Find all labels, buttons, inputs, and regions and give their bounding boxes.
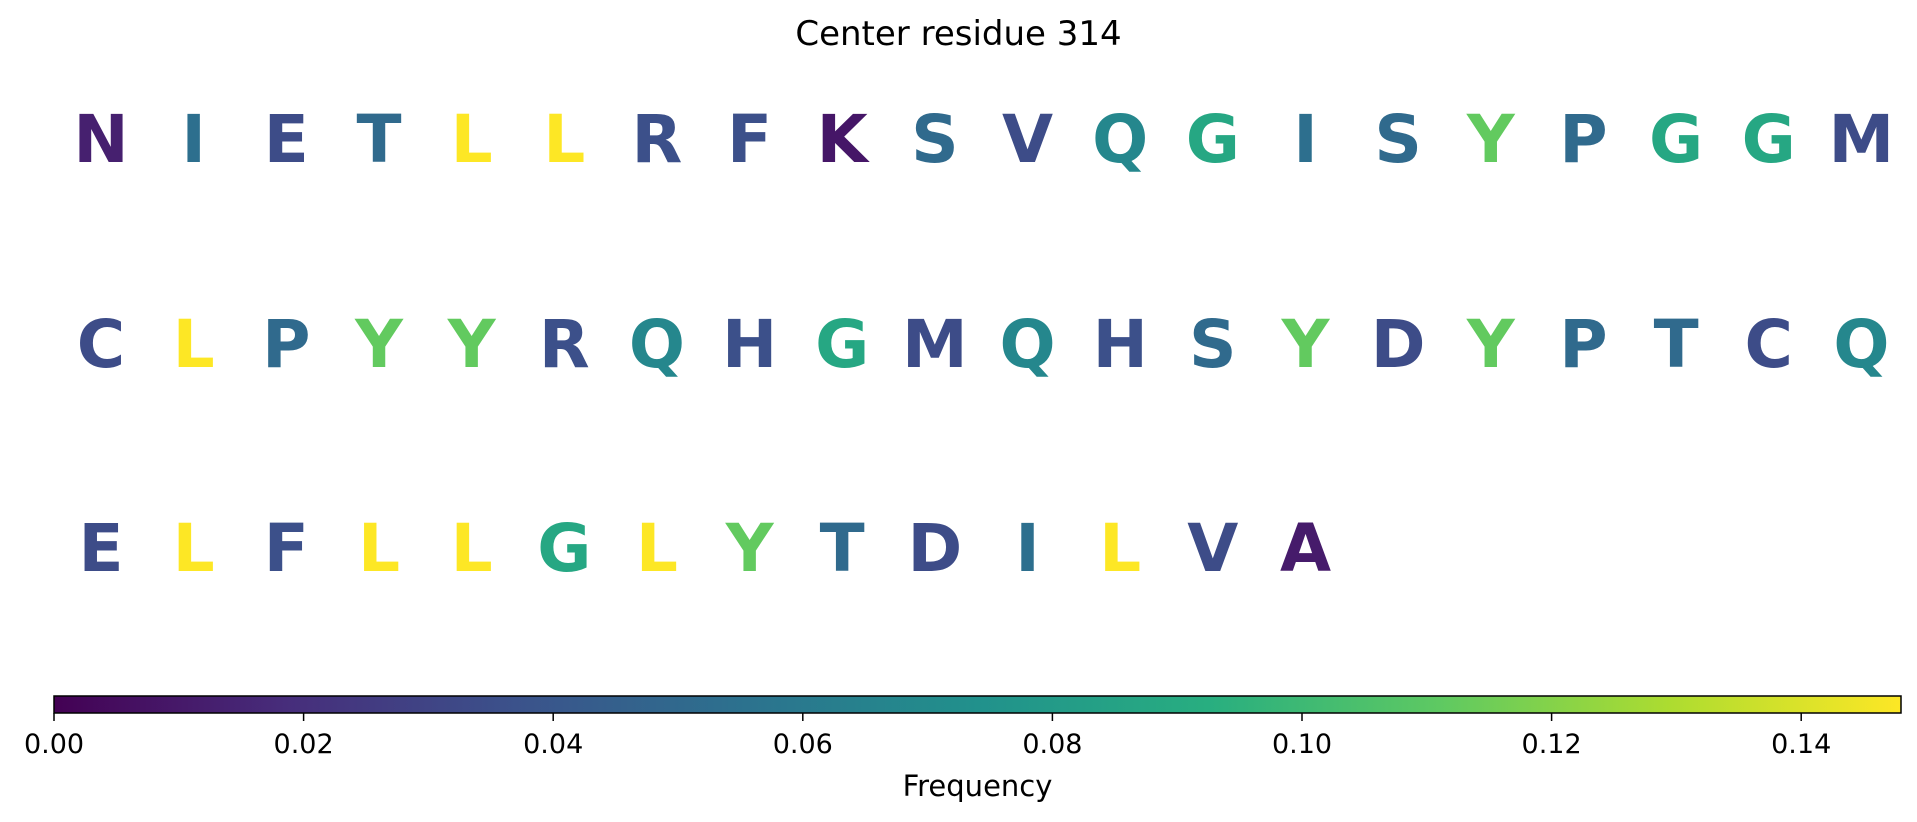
residue-letter: L	[173, 510, 215, 587]
residue-letter: I	[181, 101, 206, 178]
residue-letter: I	[1293, 101, 1318, 178]
residue-letter: Y	[1466, 306, 1516, 383]
residue-letter: Y	[1281, 306, 1331, 383]
residue-letter: G	[1186, 101, 1240, 178]
residue-letter: T	[356, 101, 401, 178]
colorbar-frame	[53, 695, 1902, 714]
colorbar: 0.00 0.02 0.04 0.06 0.08 0.10 0.12 0.14 Frequen…	[24, 695, 1902, 803]
residue-letter: V	[1187, 510, 1238, 587]
residue-letter: L	[451, 101, 493, 178]
residue-letter: L	[636, 510, 678, 587]
colorbar-tick-label: 0.08	[1022, 729, 1082, 760]
residue-letter: D	[908, 510, 963, 587]
residue-letter: H	[1093, 306, 1148, 383]
residue-letter: N	[73, 101, 128, 178]
colorbar-ticks: 0.00 0.02 0.04 0.06 0.08 0.10 0.12 0.14	[24, 713, 1831, 760]
residue-letter: S	[1189, 306, 1237, 383]
residue-letter: V	[1002, 101, 1053, 178]
residue-letter: P	[262, 306, 310, 383]
residue-letter: Y	[447, 306, 497, 383]
residue-letter: T	[1654, 306, 1699, 383]
residue-letter: C	[77, 306, 125, 383]
colorbar-tick-label: 0.14	[1771, 729, 1831, 760]
colorbar-tick-label: 0.12	[1522, 729, 1582, 760]
residue-letter: S	[1374, 101, 1422, 178]
residue-letter: D	[1371, 306, 1426, 383]
residue-letter: S	[911, 101, 959, 178]
colorbar-tick-label: 0.04	[523, 729, 583, 760]
residue-letter: H	[722, 306, 777, 383]
colorbar-tick-label: 0.02	[274, 729, 334, 760]
residue-letter: F	[264, 510, 309, 587]
residue-grid: N I E T L L R F K S V Q G I S Y P G G MC L P Y Y R Q H G M Q H S Y D Y P T C Q…	[73, 101, 1894, 587]
residue-letter: G	[1649, 101, 1703, 178]
colorbar-gradient	[54, 696, 1901, 713]
residue-letter: Q	[629, 306, 685, 383]
colorbar-tick-label: 0.00	[24, 729, 84, 760]
residue-letter: R	[539, 306, 590, 383]
residue-letter: P	[1559, 306, 1607, 383]
residue-letter: K	[817, 101, 871, 178]
residue-letter: E	[264, 101, 309, 178]
residue-letter: G	[1742, 101, 1796, 178]
residue-letter: L	[1099, 510, 1141, 587]
residue-letter: Q	[1092, 101, 1148, 178]
residue-letter: Y	[1466, 101, 1516, 178]
residue-letter: L	[173, 306, 215, 383]
residue-letter: Y	[354, 306, 404, 383]
residue-letter: M	[1829, 101, 1895, 178]
residue-letter: G	[537, 510, 591, 587]
residue-letter: L	[451, 510, 493, 587]
residue-letter: E	[78, 510, 123, 587]
colorbar-tick-label: 0.10	[1272, 729, 1332, 760]
chart-title: Center residue 314	[795, 14, 1122, 54]
residue-letter: I	[1015, 510, 1040, 587]
residue-letter: Q	[1833, 306, 1889, 383]
residue-letter: R	[631, 101, 682, 178]
residue-letter: Y	[725, 510, 775, 587]
residue-letter: A	[1280, 510, 1331, 587]
residue-letter: G	[815, 306, 869, 383]
colorbar-label: Frequency	[903, 769, 1053, 803]
residue-letter: P	[1559, 101, 1607, 178]
residue-letter: L	[358, 510, 400, 587]
residue-letter: T	[820, 510, 865, 587]
residue-letter: F	[727, 101, 772, 178]
residue-letter: L	[543, 101, 585, 178]
residue-letter: Q	[999, 306, 1055, 383]
colorbar-tick-label: 0.06	[773, 729, 833, 760]
residue-letter: M	[902, 306, 968, 383]
residue-letter: C	[1744, 306, 1792, 383]
